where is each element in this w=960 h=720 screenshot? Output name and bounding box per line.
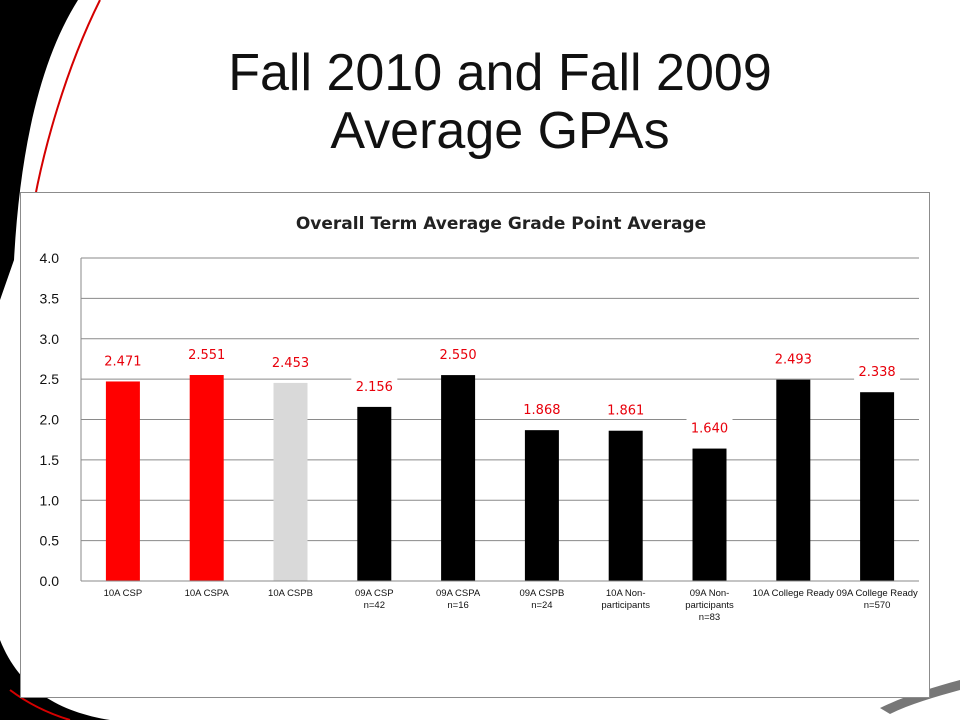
x-tick-label-line: 10A Non- [606,588,646,599]
data-label-background [686,418,733,437]
x-tick-label: 10A College Ready [753,588,835,599]
bottom-left-black-swoosh [0,640,110,720]
x-tick-label-line: 10A College Ready [753,588,835,599]
x-tick-label: 09A CSPA n=16 [436,588,481,611]
y-tick-label: 4.0 [40,250,60,266]
bar [273,382,308,581]
data-label-background [770,349,817,368]
bar [692,448,727,581]
x-tick-label-line: participants [685,600,734,611]
data-label: 2.550 [439,348,476,363]
data-label-background [99,351,146,370]
data-label-background [351,376,398,395]
y-tick-label: 2.0 [40,412,60,428]
data-label-background [518,400,565,419]
data-label: 1.868 [523,403,560,418]
data-label: 2.493 [775,353,812,368]
x-tick-label-line: 09A CSPB [519,588,564,599]
bar [608,430,643,581]
y-tick-label: 2.5 [40,371,60,387]
data-label-background [183,345,230,364]
x-tick-label-line: n=570 [864,600,891,611]
bar [860,392,895,581]
bar [105,381,140,581]
y-tick-label: 0.0 [40,573,60,589]
gpa-bar-chart: Overall Term Average Grade Point Average… [40,214,919,623]
x-tick-label: 10A CSPB [268,588,313,599]
x-tick-label-line: n=16 [447,600,468,611]
x-tick-label-line: 10A CSP [104,588,143,599]
x-tick-label-line: participants [601,600,650,611]
y-tick-label: 3.5 [40,290,60,306]
x-tick-label-line: n=24 [531,600,552,611]
x-tick-label-line: 09A College Ready [836,588,918,599]
y-tick-label: 1.0 [40,492,60,508]
data-label: 2.471 [104,354,141,369]
x-tick-label: 09A CSP n=42 [355,588,394,611]
data-label-background [435,345,482,364]
data-label: 2.453 [272,356,309,371]
x-tick-label: 10A Non-participants [601,588,650,611]
x-tick-label-line: 10A CSPA [185,588,230,599]
data-label-background [602,400,649,419]
y-tick-label: 1.5 [40,452,60,468]
slide-title-line1: Fall 2010 and Fall 2009 [228,44,772,102]
bar [189,375,224,581]
chart-frame: Overall Term Average Grade Point Average… [20,192,930,698]
x-tick-label: 09A College Ready n=570 [836,588,918,611]
data-label: 2.551 [188,348,225,363]
bar [441,375,476,581]
bar [524,430,559,581]
data-label: 2.338 [858,365,895,380]
data-label: 1.861 [607,404,644,419]
data-label: 1.640 [691,422,728,437]
slide-title-line2: Average GPAs [330,102,670,160]
data-label: 2.156 [356,380,393,395]
y-tick-label: 0.5 [40,533,60,549]
top-left-black-swoosh [0,0,78,300]
bar [357,406,392,581]
x-tick-label: 10A CSP [104,588,143,599]
slide-title: Fall 2010 and Fall 2009 Average GPAs [130,44,870,160]
data-label-background [267,352,314,371]
chart-title: Overall Term Average Grade Point Average [296,214,706,234]
x-tick-label-line: 09A Non- [690,588,730,599]
data-label-background [854,362,901,381]
bottom-left-red-line [9,689,71,720]
x-tick-label-line: n=83 [699,612,720,623]
x-tick-label: 09A CSPB n=24 [519,588,564,611]
x-tick-label-line: 09A CSPA [436,588,481,599]
x-tick-label-line: n=42 [364,600,385,611]
x-tick-label-line: 10A CSPB [268,588,313,599]
x-tick-label-line: 09A CSP [355,588,394,599]
y-tick-label: 3.0 [40,331,60,347]
x-tick-label: 10A CSPA [185,588,230,599]
x-tick-label: 09A Non-participants n=83 [685,588,734,623]
bar [776,379,811,581]
